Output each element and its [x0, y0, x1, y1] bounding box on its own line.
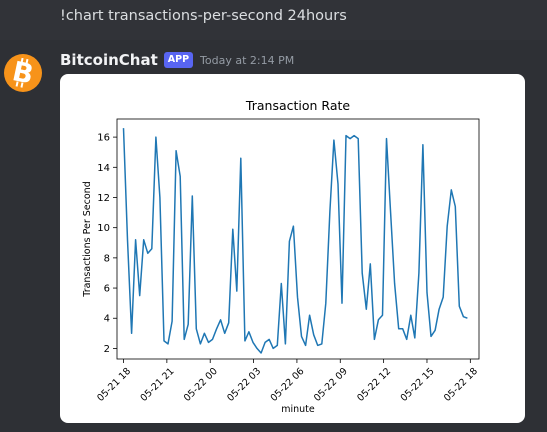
message-timestamp: Today at 2:14 PM [200, 53, 295, 67]
x-tick-label: 05-22 12 [355, 366, 393, 404]
y-tick-label: 12 [97, 193, 110, 204]
y-tick-label: 2 [104, 344, 110, 355]
x-tick-label: 05-21 21 [139, 366, 177, 404]
plot-frame [116, 118, 480, 360]
x-tick-label: 05-21 18 [95, 366, 133, 404]
app-badge: APP [163, 52, 194, 68]
y-tick-label: 16 [97, 133, 110, 144]
bot-avatar[interactable]: B [4, 54, 42, 92]
x-tick-label: 05-22 18 [442, 366, 480, 404]
x-tick-label: 05-22 00 [182, 366, 220, 404]
x-tick-label: 05-22 06 [269, 366, 307, 404]
y-tick-label: 4 [104, 314, 110, 325]
x-tick-label: 05-22 03 [225, 366, 263, 404]
x-axis: 05-21 18 05-21 21 05-22 00 05-22 03 05-22 06… [95, 359, 480, 404]
series-line [122, 128, 468, 354]
bot-message: B BitcoinChat APP Today at 2:14 PM Trans… [0, 40, 547, 432]
x-tick-label: 05-22 15 [399, 366, 437, 404]
y-axis-label: Transactions Per Second [82, 181, 93, 297]
message-header: BitcoinChat APP Today at 2:14 PM [60, 51, 294, 69]
y-axis: 2 4 6 8 10 12 14 16 [97, 133, 117, 355]
chart-title: Transaction Rate [245, 98, 350, 113]
chart-image[interactable]: Transaction Rate 2 4 6 8 10 12 14 16 05-21 18 05… [60, 74, 525, 423]
command-message: !chart transactions-per-second 24hours [60, 8, 347, 24]
y-tick-label: 6 [104, 284, 110, 295]
y-tick-label: 8 [104, 253, 110, 264]
x-axis-label: minute [281, 404, 315, 415]
bitcoin-logo-icon: B [10, 56, 37, 91]
bot-username[interactable]: BitcoinChat [60, 51, 158, 69]
x-tick-label: 05-22 09 [312, 366, 350, 404]
y-tick-label: 14 [97, 163, 110, 174]
y-tick-label: 10 [97, 223, 110, 234]
